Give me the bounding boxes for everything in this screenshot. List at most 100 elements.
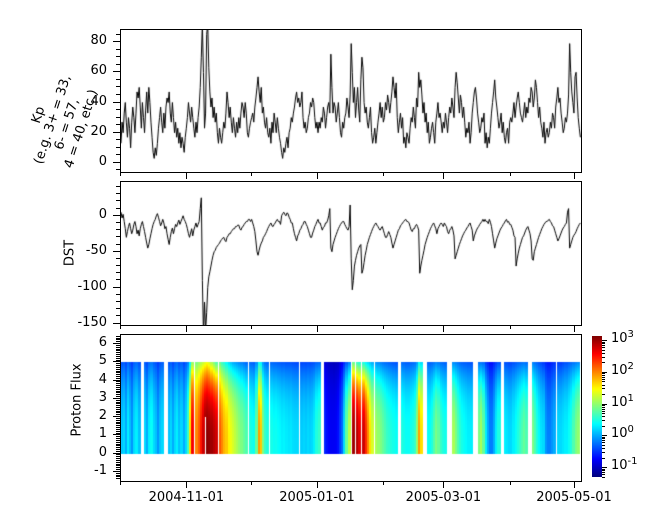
dst-panel bbox=[120, 181, 582, 326]
x-tick-label: 2005-05-01 bbox=[536, 490, 612, 505]
kp-line-plot bbox=[121, 30, 581, 172]
x-tick-label: 2005-01-01 bbox=[279, 490, 355, 505]
x-major-tick bbox=[574, 481, 575, 488]
colorbar-major-tick bbox=[602, 403, 607, 405]
colorbar-minor-tick bbox=[602, 468, 605, 470]
colorbar-tick-label: 103 bbox=[611, 329, 634, 347]
colorbar bbox=[592, 336, 602, 477]
colorbar-minor-tick bbox=[602, 384, 605, 386]
y-major-tick bbox=[113, 361, 120, 363]
colorbar-minor-tick bbox=[602, 425, 605, 427]
colorbar-minor-tick bbox=[602, 440, 605, 442]
y-major-tick bbox=[113, 101, 120, 103]
colorbar-minor-tick bbox=[602, 378, 605, 380]
x-major-tick bbox=[443, 172, 445, 179]
y-major-tick bbox=[113, 322, 120, 324]
x-major-tick bbox=[317, 172, 319, 179]
colorbar-minor-tick bbox=[602, 376, 605, 378]
colorbar-minor-tick bbox=[602, 406, 605, 408]
x-major-tick bbox=[443, 325, 445, 332]
colorbar-tick-label: 10-1 bbox=[611, 456, 638, 474]
colorbar-minor-tick bbox=[602, 470, 605, 472]
colorbar-minor-tick bbox=[602, 343, 605, 345]
y-tick-label: 6 bbox=[98, 335, 107, 351]
dst-line-plot bbox=[121, 182, 581, 325]
dst-axis-label: DST bbox=[62, 239, 78, 267]
colorbar-minor-tick bbox=[602, 381, 605, 383]
colorbar-major-tick bbox=[602, 371, 607, 373]
y-major-tick bbox=[113, 343, 120, 345]
y-tick-label: 0 bbox=[98, 444, 107, 460]
colorbar-major-tick bbox=[602, 467, 607, 469]
colorbar-minor-tick bbox=[602, 442, 605, 444]
colorbar-minor-tick bbox=[602, 413, 605, 415]
x-tick-label: 2004-11-01 bbox=[148, 490, 225, 505]
y-major-tick bbox=[113, 250, 120, 252]
y-tick-label: 0 bbox=[98, 206, 107, 222]
kp-axis-label: Kp (e.g. 3+ = 33, 6- = 57, 4 = 40, etc.) bbox=[17, 69, 103, 176]
colorbar-minor-tick bbox=[602, 472, 605, 474]
x-major-tick bbox=[443, 481, 445, 488]
x-major-tick bbox=[317, 481, 319, 488]
proton-flux-panel bbox=[120, 334, 582, 482]
kp-panel bbox=[120, 29, 582, 173]
y-major-tick bbox=[113, 71, 120, 73]
colorbar-minor-tick bbox=[602, 476, 605, 478]
colorbar-tick-base: 10 bbox=[611, 458, 628, 474]
y-major-tick bbox=[113, 397, 120, 399]
colorbar-minor-tick bbox=[602, 420, 605, 422]
y-tick-label: -150 bbox=[77, 314, 107, 330]
colorbar-tick-exponent: -1 bbox=[627, 456, 638, 468]
y-major-tick bbox=[113, 41, 120, 43]
y-major-tick bbox=[113, 214, 120, 216]
x-major-tick bbox=[317, 325, 319, 332]
x-major-tick bbox=[186, 481, 188, 488]
y-major-tick bbox=[113, 286, 120, 288]
colorbar-major-tick bbox=[602, 435, 607, 437]
colorbar-minor-tick bbox=[602, 410, 605, 412]
colorbar-tick-exponent: 0 bbox=[627, 424, 634, 436]
x-major-tick bbox=[186, 172, 188, 179]
colorbar-minor-tick bbox=[602, 394, 605, 396]
colorbar-minor-tick bbox=[602, 452, 605, 453]
y-tick-label: -1 bbox=[94, 462, 107, 478]
colorbar-minor-tick bbox=[602, 405, 605, 407]
y-major-tick bbox=[113, 131, 120, 133]
x-major-tick bbox=[574, 172, 575, 179]
colorbar-minor-tick bbox=[602, 362, 605, 364]
colorbar-minor-tick bbox=[602, 347, 605, 349]
proton-flux-spectrogram bbox=[121, 335, 581, 481]
x-major-tick bbox=[574, 325, 575, 332]
y-major-tick bbox=[113, 416, 120, 418]
colorbar-major-tick bbox=[602, 340, 607, 342]
y-major-tick bbox=[113, 452, 120, 454]
colorbar-minor-tick bbox=[602, 374, 605, 376]
x-major-tick bbox=[186, 325, 188, 332]
colorbar-minor-tick bbox=[602, 474, 605, 476]
colorbar-tick-base: 10 bbox=[611, 426, 628, 442]
colorbar-tick-label: 100 bbox=[611, 424, 634, 442]
colorbar-tick-base: 10 bbox=[611, 331, 628, 347]
y-tick-label: -100 bbox=[77, 278, 107, 294]
colorbar-minor-tick bbox=[602, 345, 605, 347]
colorbar-tick-label: 101 bbox=[611, 392, 634, 410]
y-major-tick bbox=[113, 161, 120, 163]
colorbar-minor-tick bbox=[602, 438, 605, 440]
colorbar-tick-exponent: 2 bbox=[627, 360, 634, 372]
colorbar-minor-tick bbox=[602, 408, 605, 410]
y-major-tick bbox=[113, 470, 120, 472]
colorbar-tick-base: 10 bbox=[611, 362, 628, 378]
proton-flux-axis-label: Proton Flux bbox=[69, 363, 85, 437]
colorbar-tick-label: 102 bbox=[611, 360, 634, 378]
colorbar-minor-tick bbox=[602, 416, 605, 418]
colorbar-minor-tick bbox=[602, 352, 605, 354]
colorbar-minor-tick bbox=[602, 444, 605, 446]
y-major-tick bbox=[113, 434, 120, 436]
colorbar-minor-tick bbox=[602, 356, 605, 358]
colorbar-tick-exponent: 1 bbox=[627, 392, 634, 404]
y-tick-label: 80 bbox=[90, 33, 107, 49]
y-major-tick bbox=[113, 379, 120, 381]
colorbar-minor-tick bbox=[602, 373, 605, 375]
colorbar-minor-tick bbox=[602, 341, 605, 343]
